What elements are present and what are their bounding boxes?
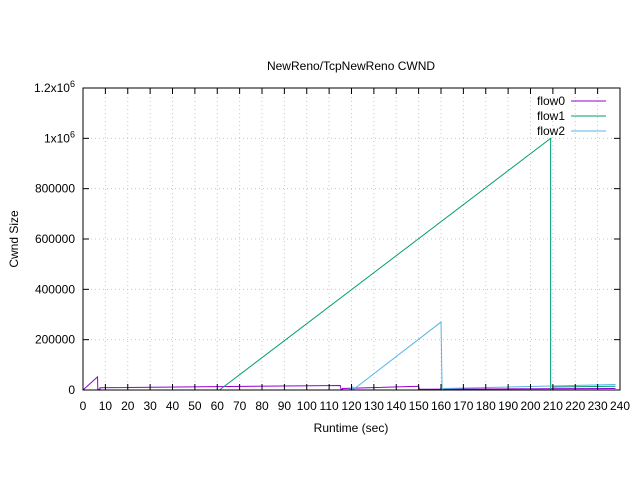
x-tick-label: 0 <box>80 399 87 413</box>
x-tick-label: 240 <box>610 399 630 413</box>
x-tick-label: 70 <box>233 399 247 413</box>
x-tick-label: 120 <box>341 399 361 413</box>
x-tick-label: 20 <box>121 399 135 413</box>
y-tick-label: 200000 <box>35 333 75 347</box>
x-tick-label: 30 <box>143 399 157 413</box>
chart-title: NewReno/TcpNewReno CWND <box>267 59 435 73</box>
x-tick-label: 130 <box>364 399 384 413</box>
x-tick-label: 40 <box>166 399 180 413</box>
x-tick-label: 200 <box>520 399 540 413</box>
y-tick-label: 800000 <box>35 182 75 196</box>
x-tick-label: 210 <box>543 399 563 413</box>
y-axis-label: Cwnd Size <box>7 210 21 268</box>
x-tick-label: 110 <box>320 399 339 413</box>
x-tick-label: 180 <box>476 399 496 413</box>
x-tick-label: 190 <box>498 399 518 413</box>
series-line-flow0 <box>82 375 616 391</box>
x-tick-label: 90 <box>278 399 292 413</box>
axis-ticks: 0 10 20 30 40 50 60 70 80 90 100 110 120 130 140 150 160… <box>34 79 630 413</box>
series-lines <box>82 137 616 392</box>
x-axis-label: Runtime (sec) <box>314 421 389 435</box>
x-tick-label: 100 <box>297 399 317 413</box>
x-tick-label: 230 <box>588 399 608 413</box>
x-tick-label: 170 <box>453 399 473 413</box>
x-tick-label: 10 <box>99 399 113 413</box>
x-tick-label: 220 <box>565 399 585 413</box>
x-tick-label: 150 <box>409 399 429 413</box>
y-tick-label: 400000 <box>35 282 75 296</box>
legend-label-flow2: flow2 <box>537 124 565 138</box>
x-tick-label: 140 <box>386 399 406 413</box>
series-line-flow2 <box>348 321 616 392</box>
series-line-flow1 <box>219 137 616 391</box>
y-tick-label: 600000 <box>35 232 75 246</box>
y-tick-label: 1x106 <box>44 129 75 145</box>
y-tick-label: 1.2x106 <box>34 79 75 95</box>
legend-label-flow0: flow0 <box>537 94 565 108</box>
y-tick-label: 0 <box>68 383 75 397</box>
x-tick-label: 60 <box>211 399 225 413</box>
x-tick-label: 80 <box>255 399 269 413</box>
x-tick-label: 50 <box>188 399 202 413</box>
legend-label-flow1: flow1 <box>537 109 565 123</box>
x-tick-label: 160 <box>431 399 451 413</box>
